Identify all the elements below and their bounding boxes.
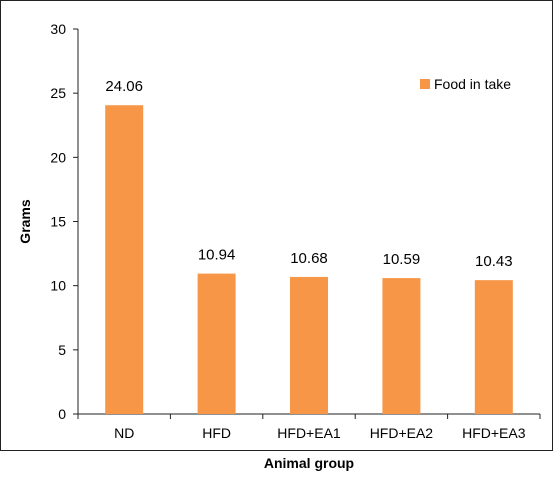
y-tick-label: 30 <box>50 21 66 37</box>
bar <box>197 273 236 414</box>
chart-frame <box>0 0 553 451</box>
data-label: 10.94 <box>198 247 236 264</box>
y-tick-label: 0 <box>58 406 66 422</box>
legend-swatch <box>420 79 430 89</box>
data-label: 10.59 <box>383 251 421 268</box>
bar <box>382 278 421 414</box>
bar <box>105 105 144 414</box>
y-tick-label: 15 <box>50 214 66 230</box>
y-tick-label: 5 <box>58 342 66 358</box>
x-tick-label: HFD <box>202 425 231 441</box>
x-tick-label: HFD+EA1 <box>277 425 341 441</box>
bar <box>290 276 328 414</box>
y-tick-label: 25 <box>50 85 66 101</box>
data-label: 24.06 <box>105 78 143 95</box>
y-axis-title: Grams <box>17 199 33 244</box>
x-tick-label: ND <box>114 425 134 441</box>
y-tick-label: 10 <box>50 278 66 294</box>
x-tick-label: HFD+EA2 <box>370 425 434 441</box>
data-labels: 24.06 10.94 10.68 10.59 10.43 <box>105 78 512 270</box>
data-label: 10.43 <box>475 253 513 270</box>
x-tick-label: HFD+EA3 <box>462 425 526 441</box>
legend: Food in take <box>420 76 511 92</box>
data-label: 10.68 <box>290 250 328 267</box>
x-ticks: ND HFD HFD+EA1 HFD+EA2 HFD+EA3 <box>77 414 541 441</box>
y-tick-label: 20 <box>50 149 66 165</box>
bar <box>474 280 513 414</box>
legend-label: Food in take <box>434 76 511 92</box>
bars <box>105 105 513 414</box>
y-ticks: 0 5 10 15 20 25 30 <box>50 21 78 422</box>
x-axis-title: Animal group <box>264 455 354 471</box>
